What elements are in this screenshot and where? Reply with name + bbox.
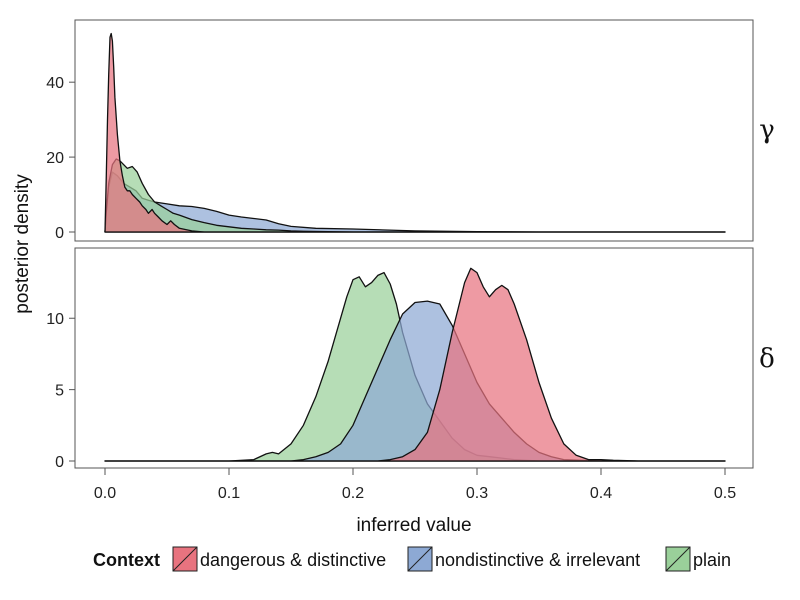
density-area-dangerous-panel-2	[104, 267, 726, 462]
y-axis-title: posterior density	[12, 174, 33, 314]
x-tick-label: 0.4	[590, 485, 612, 502]
panel-delta-series	[104, 267, 726, 462]
panel-gamma-y-axis: 0 20 40	[46, 75, 75, 242]
density-area-nondistinctive-panel-2	[104, 300, 726, 462]
panel-delta-frame	[74, 247, 754, 469]
legend-key-dangerous-slash	[172, 546, 198, 572]
x-tick-label: 0.3	[466, 485, 488, 502]
legend-label-nondistinctive: nondistinctive & irrelevant	[435, 550, 640, 570]
legend-title: Context	[93, 550, 160, 570]
y-tick-label: 20	[46, 150, 64, 167]
x-axis: 0.0 0.1 0.2 0.3 0.4 0.5	[94, 468, 736, 502]
legend-entry-dangerous: dangerous & distinctive	[172, 546, 386, 572]
legend-label-plain: plain	[693, 550, 731, 570]
legend: Context dangerous & distinctive nondisti…	[93, 546, 731, 572]
strip-label-gamma: γ	[759, 115, 775, 145]
y-tick-label: 0	[55, 454, 64, 471]
y-tick-label: 40	[46, 75, 64, 92]
legend-entry-plain: plain	[665, 546, 731, 572]
y-tick-label: 0	[55, 225, 64, 242]
x-tick-label: 0.1	[218, 485, 240, 502]
x-tick-label: 0.0	[94, 485, 116, 502]
y-tick-label: 10	[46, 311, 64, 328]
panel-gamma-series	[104, 32, 726, 233]
y-tick-label: 5	[55, 383, 64, 400]
panel-gamma-frame	[74, 19, 754, 242]
x-tick-label: 0.5	[714, 485, 736, 502]
legend-label-dangerous: dangerous & distinctive	[200, 550, 386, 570]
x-axis-title: inferred value	[356, 515, 471, 536]
strip-label-delta: δ	[759, 344, 775, 374]
x-tick-label: 0.2	[342, 485, 364, 502]
panel-delta-y-axis: 0 5 10	[46, 311, 75, 471]
density-area-dangerous-panel-1	[104, 32, 726, 233]
legend-key-nondistinctive-slash	[407, 546, 433, 572]
density-area-plain-panel-1	[104, 158, 726, 233]
legend-entry-nondistinctive: nondistinctive & irrelevant	[407, 546, 640, 572]
legend-key-plain-slash	[665, 546, 691, 572]
